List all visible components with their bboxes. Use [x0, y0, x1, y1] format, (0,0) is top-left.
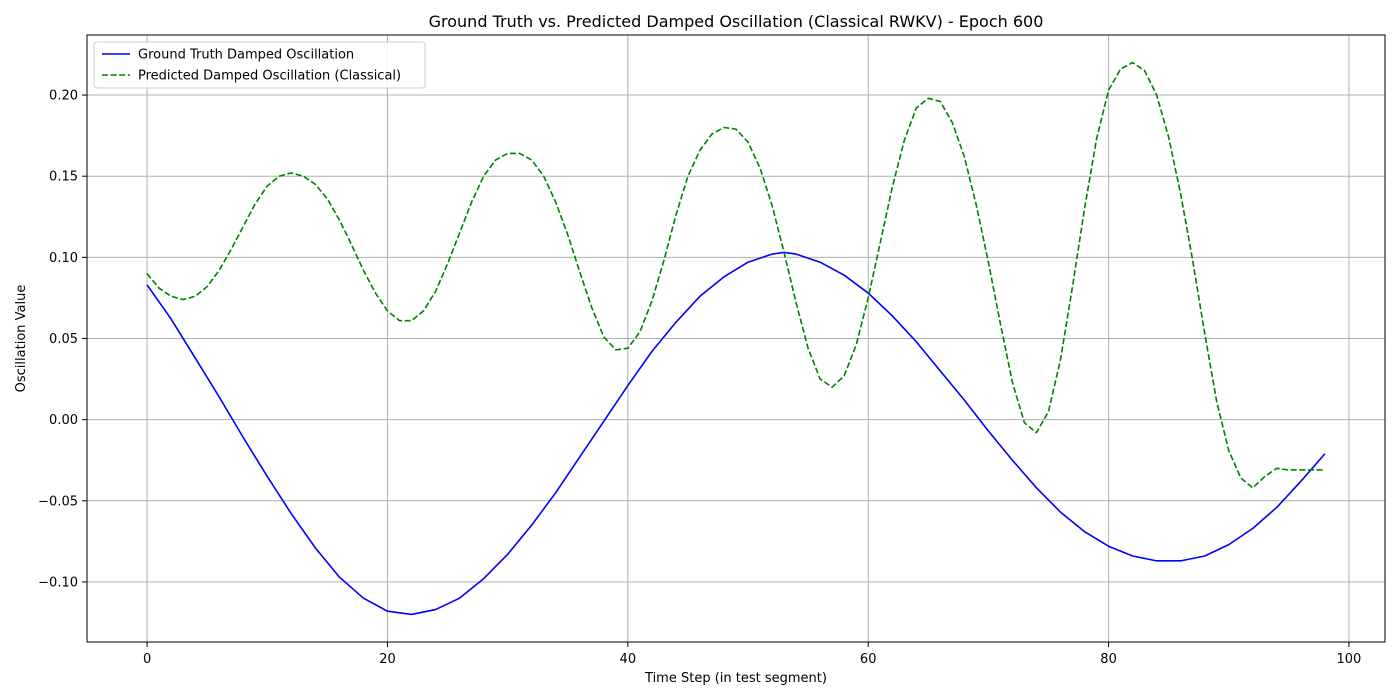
legend-box [93, 41, 426, 89]
predicted-series-line [146, 61, 1325, 489]
legend-label-predicted: Predicted Damped Oscillation (Classical) [138, 69, 401, 84]
y-tick-label: 0.20 [49, 89, 78, 104]
y-axis-label: Oscillation Value [14, 285, 29, 393]
x-tick-label: 100 [1337, 652, 1362, 667]
x-tick-label: 20 [379, 652, 396, 667]
x-tick-label: 80 [1100, 652, 1117, 667]
series-layer [146, 61, 1326, 616]
legend: Ground Truth Damped Oscillation Predicted… [93, 41, 426, 89]
chart-title: Ground Truth vs. Predicted Damped Oscill… [429, 12, 1044, 31]
x-tick-label: 0 [143, 652, 151, 667]
ground-truth-series-line [146, 251, 1326, 616]
y-tick-label: −0.10 [38, 575, 78, 590]
grid-layer [87, 35, 1385, 642]
x-axis-label: Time Step (in test segment) [644, 671, 827, 686]
y-tick-label: 0.05 [49, 332, 78, 347]
y-tick-label: 0.10 [49, 251, 78, 266]
y-tick-label: 0.15 [49, 170, 78, 185]
x-tick-label: 60 [860, 652, 877, 667]
ticks-layer: 0 20 40 60 80 100 −0.10 −0.05 0.00 0.05 0.10 0.15 0.… [38, 89, 1361, 667]
y-tick-label: −0.05 [38, 494, 78, 509]
x-tick-label: 40 [620, 652, 637, 667]
y-tick-label: 0.00 [49, 413, 78, 428]
legend-label-ground-truth: Ground Truth Damped Oscillation [138, 48, 354, 63]
